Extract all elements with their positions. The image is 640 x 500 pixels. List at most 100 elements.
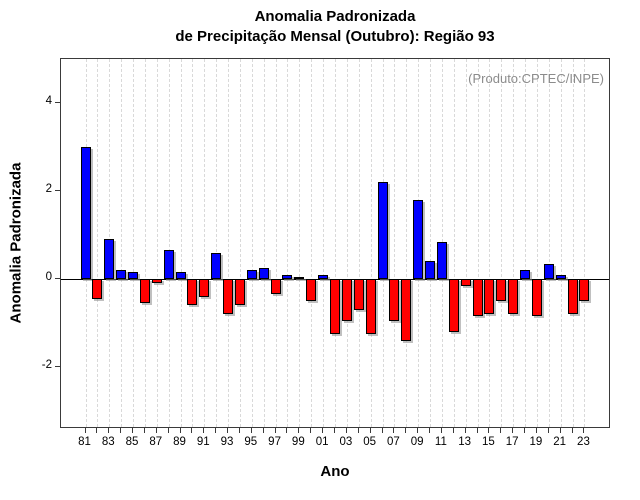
gridline-1982 xyxy=(97,59,99,427)
gridline-1989 xyxy=(180,59,182,427)
x-tick-1987 xyxy=(155,428,157,433)
x-tick-2015 xyxy=(488,428,490,433)
bar-1995 xyxy=(246,270,257,279)
x-tick-1981 xyxy=(84,428,86,433)
bar-1999 xyxy=(294,276,305,279)
x-tick-label-2021: 21 xyxy=(553,436,567,448)
x-tick-label-1999: 99 xyxy=(291,436,305,448)
gridline-1990 xyxy=(192,59,194,427)
x-tick-2020 xyxy=(547,428,549,433)
bar-2009 xyxy=(413,199,424,279)
gridline-1999 xyxy=(299,59,301,427)
bar-2012 xyxy=(448,279,459,332)
bar-2023 xyxy=(579,279,590,301)
x-tick-label-1991: 91 xyxy=(196,436,210,448)
x-tick-label-2011: 11 xyxy=(434,436,447,448)
bar-1994 xyxy=(234,279,245,306)
x-tick-1983 xyxy=(108,428,110,433)
x-tick-label-1997: 97 xyxy=(268,436,281,448)
gridline-1995 xyxy=(251,59,253,427)
bar-2004 xyxy=(353,279,364,310)
gridline-2016 xyxy=(501,59,503,427)
x-tick-label-2019: 19 xyxy=(529,436,543,448)
gridline-2013 xyxy=(465,59,467,427)
x-tick-2010 xyxy=(429,428,431,433)
bar-2022 xyxy=(567,279,578,315)
chart-title-line1: Anomalia Padronizada xyxy=(254,8,416,25)
bar-2003 xyxy=(341,279,352,321)
x-tick-1992 xyxy=(215,428,217,433)
x-tick-2016 xyxy=(500,428,502,433)
x-tick-2013 xyxy=(464,428,466,433)
gridline-1997 xyxy=(275,59,277,427)
x-tick-label-2005: 05 xyxy=(363,436,376,448)
gridline-1993 xyxy=(228,59,230,427)
x-tick-1997 xyxy=(274,428,276,433)
x-tick-1993 xyxy=(227,428,229,433)
x-tick-2005 xyxy=(369,428,371,433)
bar-2010 xyxy=(425,261,436,279)
x-tick-2007 xyxy=(393,428,395,433)
gridline-2012 xyxy=(453,59,455,427)
bar-1983 xyxy=(104,239,115,279)
y-tick-label-4: 4 xyxy=(45,95,52,107)
y-tick-2 xyxy=(55,190,60,191)
gridline-2001 xyxy=(323,59,325,427)
x-tick-2003 xyxy=(345,428,347,433)
gridline-1991 xyxy=(204,59,206,427)
bar-1984 xyxy=(116,270,127,279)
gridline-2002 xyxy=(334,59,336,427)
x-tick-label-1981: 81 xyxy=(78,436,91,448)
bar-2005 xyxy=(365,279,376,334)
x-tick-label-2007: 07 xyxy=(386,436,400,448)
x-tick-2000 xyxy=(310,428,312,433)
x-tick-1996 xyxy=(262,428,264,433)
gridline-1987 xyxy=(156,59,158,427)
gridline-1998 xyxy=(287,59,289,427)
x-tick-1999 xyxy=(298,428,300,433)
x-tick-label-2023: 23 xyxy=(577,436,590,448)
gridline-1985 xyxy=(133,59,135,427)
bar-2001 xyxy=(318,275,329,279)
x-tick-1985 xyxy=(132,428,134,433)
bar-2002 xyxy=(329,279,340,334)
bar-2020 xyxy=(543,263,554,279)
x-tick-1989 xyxy=(179,428,181,433)
x-tick-label-1995: 95 xyxy=(244,436,258,448)
x-axis-title: Ano xyxy=(320,463,350,480)
bar-2021 xyxy=(555,274,566,279)
bar-2019 xyxy=(531,279,542,317)
x-tick-2014 xyxy=(476,428,478,433)
gridline-2022 xyxy=(572,59,574,427)
gridline-1984 xyxy=(121,59,123,427)
gridline-2018 xyxy=(525,59,527,427)
x-tick-1982 xyxy=(96,428,98,433)
bar-1989 xyxy=(175,272,186,279)
product-annotation: (Produto:CPTEC/INPE) xyxy=(468,71,604,86)
x-tick-label-2003: 03 xyxy=(339,436,353,448)
bar-1992 xyxy=(211,252,222,279)
bar-1981 xyxy=(80,147,91,279)
x-tick-1995 xyxy=(250,428,252,433)
bar-2006 xyxy=(377,182,388,279)
chart-title-line2: de Precipitação Mensal (Outubro): Região… xyxy=(175,28,495,45)
bar-1988 xyxy=(163,250,174,279)
x-tick-label-1989: 89 xyxy=(173,436,186,448)
x-tick-label-1993: 93 xyxy=(220,436,234,448)
x-tick-2011 xyxy=(440,428,442,433)
x-tick-label-2001: 01 xyxy=(315,436,329,448)
bar-1997 xyxy=(270,279,281,295)
x-tick-1988 xyxy=(167,428,169,433)
x-tick-2021 xyxy=(559,428,561,433)
bar-2016 xyxy=(496,279,507,301)
y-tick-label-0: 0 xyxy=(45,271,52,283)
x-tick-2006 xyxy=(381,428,383,433)
gridline-2020 xyxy=(548,59,550,427)
x-tick-2017 xyxy=(512,428,514,433)
x-tick-label-2015: 15 xyxy=(482,436,495,448)
x-tick-label-1983: 83 xyxy=(101,436,115,448)
bar-2011 xyxy=(436,241,447,279)
gridline-2023 xyxy=(584,59,586,427)
x-tick-label-2013: 13 xyxy=(458,436,472,448)
